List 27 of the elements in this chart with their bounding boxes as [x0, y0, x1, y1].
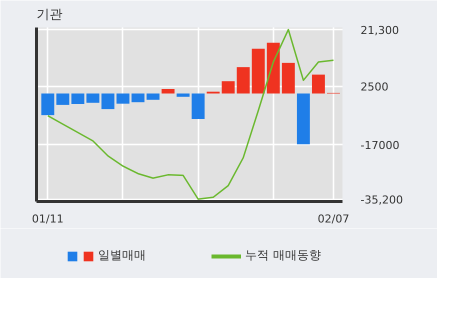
bar	[236, 67, 250, 94]
bar	[296, 94, 310, 144]
bar	[132, 94, 144, 102]
x-tick-label: 01/11	[32, 212, 64, 226]
bar	[312, 74, 325, 94]
bar	[41, 94, 54, 116]
legend-label: 일별매매	[98, 247, 146, 264]
bar	[162, 89, 175, 94]
bar	[146, 94, 160, 100]
bar	[71, 94, 84, 104]
bar	[101, 94, 114, 110]
bar	[222, 81, 235, 94]
legend-label: 누적 매매동향	[245, 247, 321, 264]
bar	[192, 94, 205, 119]
bar	[56, 94, 70, 105]
bar	[86, 94, 100, 103]
bar	[266, 42, 280, 94]
y-tick-label: -35,200	[360, 194, 403, 207]
y-tick-label: 21,300	[360, 24, 399, 38]
y-tick-label: -17000	[360, 139, 400, 152]
x-tick-label: 02/07	[318, 212, 350, 226]
bar	[116, 94, 130, 104]
chart-title: 기관	[36, 8, 62, 22]
y-tick-label: 2500	[360, 80, 388, 94]
bar	[282, 62, 295, 94]
bar	[176, 94, 190, 97]
bar	[252, 48, 265, 94]
